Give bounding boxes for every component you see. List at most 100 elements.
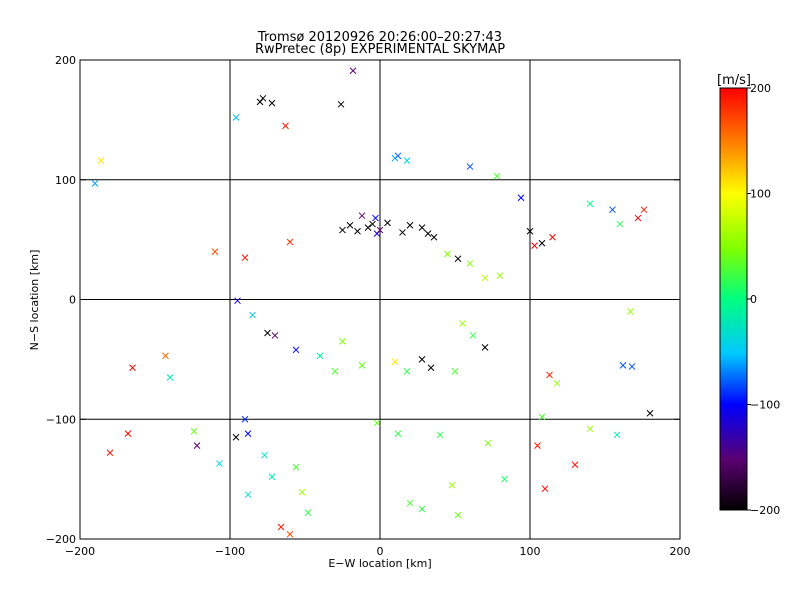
x-tick-label: −100: [215, 545, 245, 558]
x-tick-label: −200: [65, 545, 95, 558]
colorbar-ticks: 200 100 0 −100 −200: [747, 82, 780, 517]
data-point-x: [609, 206, 616, 214]
data-point-x: [394, 430, 402, 437]
data-point-x: [418, 224, 426, 232]
data-point-x: [640, 206, 648, 214]
data-point-x: [268, 99, 276, 107]
data-point-x: [268, 473, 276, 481]
data-point-x: [358, 212, 366, 220]
data-point-x: [244, 491, 252, 499]
data-point-x: [526, 227, 534, 235]
data-point-x: [549, 233, 556, 241]
data-point-x: [448, 481, 456, 489]
y-tick-label: 0: [69, 294, 76, 307]
data-point-x: [232, 433, 240, 441]
data-point-x: [277, 523, 285, 531]
colorbar-tick-label: 0: [750, 293, 757, 306]
data-point-x: [193, 442, 201, 449]
data-point-x: [459, 320, 466, 327]
y-tick-label: 100: [55, 174, 76, 187]
chart-subtitle: RwPretec (8p) EXPERIMENTAL SKYMAP: [255, 42, 505, 57]
data-point-x: [286, 238, 294, 246]
data-point-x: [331, 367, 339, 375]
data-point-x: [553, 379, 561, 387]
data-point-x: [436, 431, 444, 439]
data-point-x: [91, 179, 99, 187]
data-point-x: [481, 344, 489, 351]
data-point-x: [244, 430, 252, 437]
data-point-x: [232, 114, 240, 121]
data-point-x: [538, 239, 546, 247]
data-point-x: [424, 230, 432, 237]
data-point-x: [628, 363, 636, 370]
data-point-x: [586, 200, 594, 208]
data-point-x: [292, 346, 300, 354]
data-point-x: [634, 214, 642, 222]
data-point-x: [541, 485, 549, 493]
y-axis-label: N−S location [km]: [28, 250, 41, 351]
data-point-x: [339, 226, 346, 234]
x-axis-label: E−W location [km]: [328, 557, 431, 570]
grid-lines: [80, 60, 680, 539]
data-point-x: [444, 250, 451, 258]
data-point-x: [403, 157, 411, 164]
data-point-x: [418, 356, 426, 363]
y-tick-label: −200: [46, 533, 76, 546]
data-point-x: [358, 362, 366, 369]
data-point-x: [106, 449, 114, 457]
y-tick-label: −100: [46, 413, 76, 426]
data-point-x: [349, 67, 357, 75]
data-point-x: [346, 221, 354, 229]
data-point-x: [261, 451, 268, 459]
data-point-x: [517, 194, 525, 202]
data-point-x: [619, 362, 627, 369]
colorbar-tick-label: 200: [750, 82, 771, 95]
data-point-x: [427, 364, 435, 372]
data-point-x: [241, 254, 249, 261]
colorbar-tick-label: −100: [750, 399, 780, 412]
data-points: [91, 67, 654, 538]
data-point-x: [481, 274, 489, 282]
data-point-x: [454, 511, 462, 519]
data-point-x: [627, 308, 634, 315]
x-tick-label: 0: [377, 545, 384, 558]
data-point-x: [496, 272, 504, 279]
data-point-x: [391, 154, 399, 162]
data-point-x: [166, 373, 174, 381]
axis-ticks: −200 −100 0 100 200 −200 −100 0 100 200: [46, 54, 691, 558]
data-point-x: [646, 409, 654, 417]
data-point-x: [406, 221, 414, 229]
data-point-x: [372, 214, 379, 222]
y-tick-label: 200: [55, 54, 76, 67]
data-point-x: [484, 439, 492, 447]
data-point-x: [466, 163, 474, 170]
data-point-x: [162, 352, 169, 360]
data-point-x: [493, 172, 501, 180]
data-point-x: [234, 297, 241, 305]
data-point-x: [613, 431, 621, 439]
data-point-x: [451, 367, 459, 375]
data-point-x: [586, 425, 594, 433]
data-point-x: [304, 509, 312, 517]
data-point-x: [354, 227, 361, 235]
colorbar-tick-label: −200: [750, 504, 780, 517]
data-point-x: [190, 427, 198, 435]
colorbar: [719, 87, 748, 511]
data-point-x: [466, 260, 474, 267]
data-point-x: [376, 226, 384, 234]
data-point-x: [271, 332, 279, 339]
data-point-x: [249, 311, 256, 319]
data-point-x: [418, 505, 426, 513]
data-point-x: [406, 499, 414, 507]
data-point-x: [241, 415, 249, 423]
data-point-x: [339, 338, 346, 345]
data-point-x: [571, 461, 579, 469]
x-tick-label: 200: [670, 545, 691, 558]
x-tick-label: 100: [520, 545, 541, 558]
data-point-x: [384, 219, 391, 227]
data-point-x: [531, 242, 538, 249]
data-point-x: [286, 530, 294, 538]
data-point-x: [298, 488, 306, 496]
colorbar-label: [m/s]: [717, 73, 751, 88]
